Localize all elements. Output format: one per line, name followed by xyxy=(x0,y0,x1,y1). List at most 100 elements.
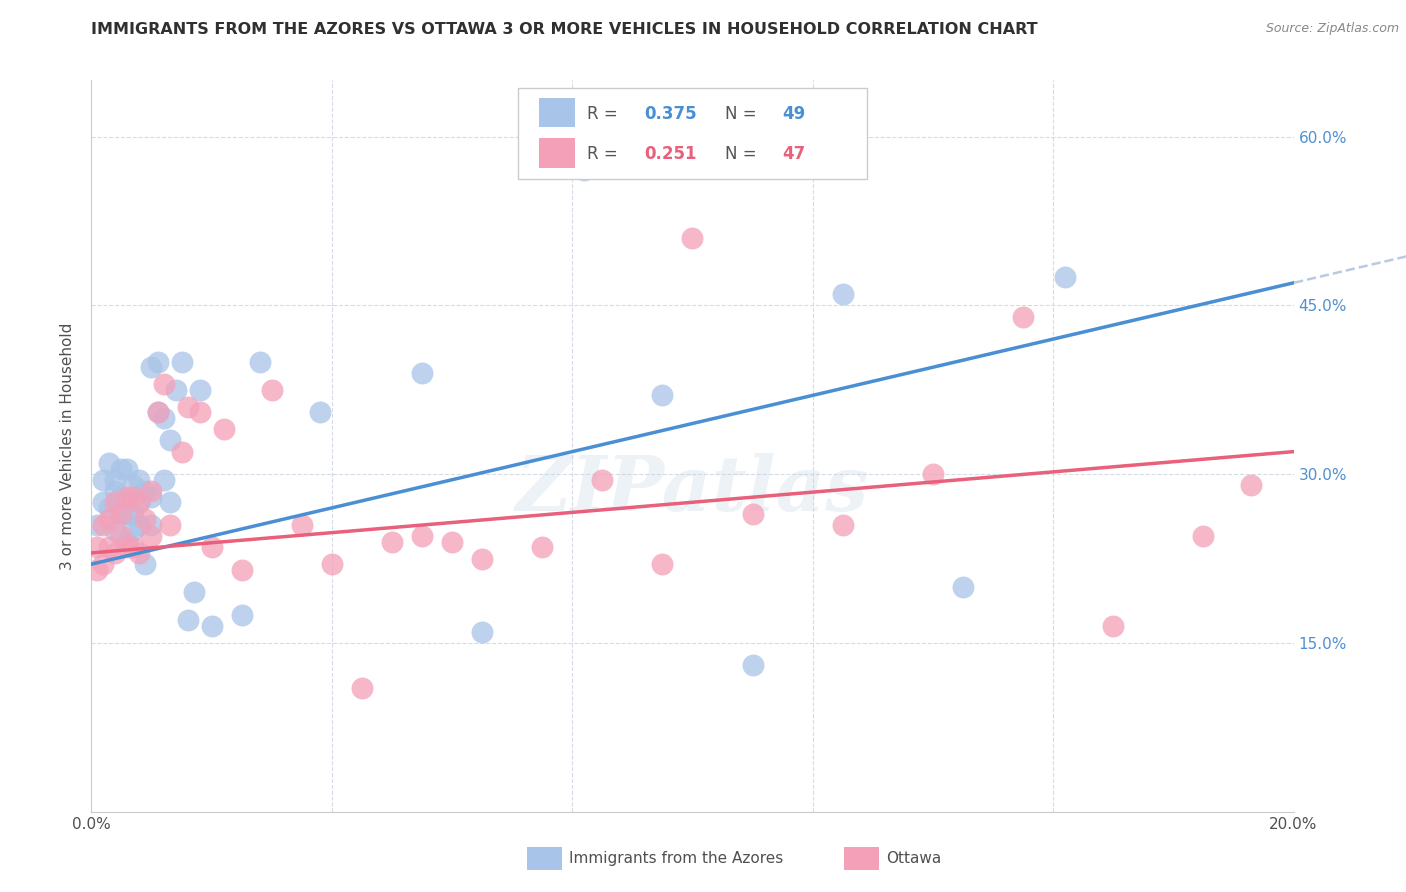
Point xyxy=(176,400,198,414)
Text: ZIPatlas: ZIPatlas xyxy=(516,453,869,527)
Point xyxy=(128,495,150,509)
Point xyxy=(86,517,108,532)
Point xyxy=(231,607,253,622)
Point xyxy=(831,517,853,532)
Text: IMMIGRANTS FROM THE AZORES VS OTTAWA 3 OR MORE VEHICLES IN HOUSEHOLD CORRELATION: IMMIGRANTS FROM THE AZORES VS OTTAWA 3 O… xyxy=(91,22,1038,37)
Point xyxy=(110,490,132,504)
Point xyxy=(183,585,205,599)
Point xyxy=(159,495,181,509)
Point xyxy=(110,507,132,521)
Text: 47: 47 xyxy=(783,145,806,163)
Bar xyxy=(538,138,575,168)
Text: 0.375: 0.375 xyxy=(644,105,697,123)
Point xyxy=(831,287,853,301)
Text: R =: R = xyxy=(586,145,623,163)
Point xyxy=(152,473,174,487)
Point xyxy=(104,524,127,538)
Y-axis label: 3 or more Vehicles in Household: 3 or more Vehicles in Household xyxy=(60,322,76,570)
Text: N =: N = xyxy=(725,145,762,163)
Point xyxy=(117,541,139,555)
Point xyxy=(591,473,613,487)
Point xyxy=(212,422,235,436)
Point xyxy=(176,614,198,628)
Point xyxy=(411,529,433,543)
Point xyxy=(122,541,145,555)
Point xyxy=(122,524,145,538)
Point xyxy=(170,444,193,458)
Point xyxy=(1240,478,1263,492)
Point xyxy=(146,405,169,419)
Point xyxy=(291,517,314,532)
Point xyxy=(321,557,343,571)
Point xyxy=(188,405,211,419)
Point xyxy=(141,360,163,375)
Point xyxy=(350,681,373,695)
Point xyxy=(122,478,145,492)
Point xyxy=(1012,310,1035,324)
Point xyxy=(440,534,463,549)
Point xyxy=(681,231,703,245)
Point xyxy=(134,512,156,526)
Point xyxy=(104,483,127,498)
Point xyxy=(188,383,211,397)
Point xyxy=(651,557,673,571)
Point xyxy=(531,541,554,555)
Point xyxy=(170,354,193,368)
Point xyxy=(249,354,271,368)
Point xyxy=(1192,529,1215,543)
Point xyxy=(159,434,181,448)
Point xyxy=(117,461,139,475)
Point xyxy=(952,580,974,594)
Point xyxy=(122,490,145,504)
Point xyxy=(152,410,174,425)
Point xyxy=(110,507,132,521)
Point xyxy=(134,557,156,571)
Point xyxy=(122,507,145,521)
Point xyxy=(117,507,139,521)
Text: 49: 49 xyxy=(783,105,806,123)
Point xyxy=(651,388,673,402)
Point xyxy=(159,517,181,532)
Point xyxy=(1102,619,1125,633)
Point xyxy=(308,405,330,419)
Point xyxy=(146,354,169,368)
Point xyxy=(741,507,763,521)
Point xyxy=(98,541,121,555)
Point xyxy=(471,551,494,566)
Point xyxy=(110,461,132,475)
Point xyxy=(1054,270,1077,285)
Point xyxy=(86,541,108,555)
Point xyxy=(98,456,121,470)
Point xyxy=(98,500,121,515)
Text: Ottawa: Ottawa xyxy=(886,852,941,866)
Text: Source: ZipAtlas.com: Source: ZipAtlas.com xyxy=(1265,22,1399,36)
Point xyxy=(165,383,187,397)
Point xyxy=(117,495,139,509)
Point xyxy=(411,366,433,380)
Point xyxy=(260,383,283,397)
Point xyxy=(141,490,163,504)
Point xyxy=(922,467,945,482)
Point xyxy=(93,495,115,509)
Text: R =: R = xyxy=(586,105,623,123)
Point xyxy=(128,517,150,532)
Point xyxy=(574,163,596,178)
Point xyxy=(104,473,127,487)
Text: Immigrants from the Azores: Immigrants from the Azores xyxy=(569,852,783,866)
Point xyxy=(381,534,404,549)
FancyBboxPatch shape xyxy=(519,87,866,179)
Point xyxy=(93,473,115,487)
Point xyxy=(152,377,174,392)
Point xyxy=(98,512,121,526)
Point xyxy=(134,483,156,498)
Text: 0.251: 0.251 xyxy=(644,145,697,163)
Point xyxy=(128,495,150,509)
Point xyxy=(201,541,224,555)
Point xyxy=(141,483,163,498)
Point xyxy=(110,529,132,543)
Point xyxy=(104,495,127,509)
Point xyxy=(93,557,115,571)
Point xyxy=(128,473,150,487)
Point xyxy=(86,563,108,577)
Point xyxy=(104,546,127,560)
